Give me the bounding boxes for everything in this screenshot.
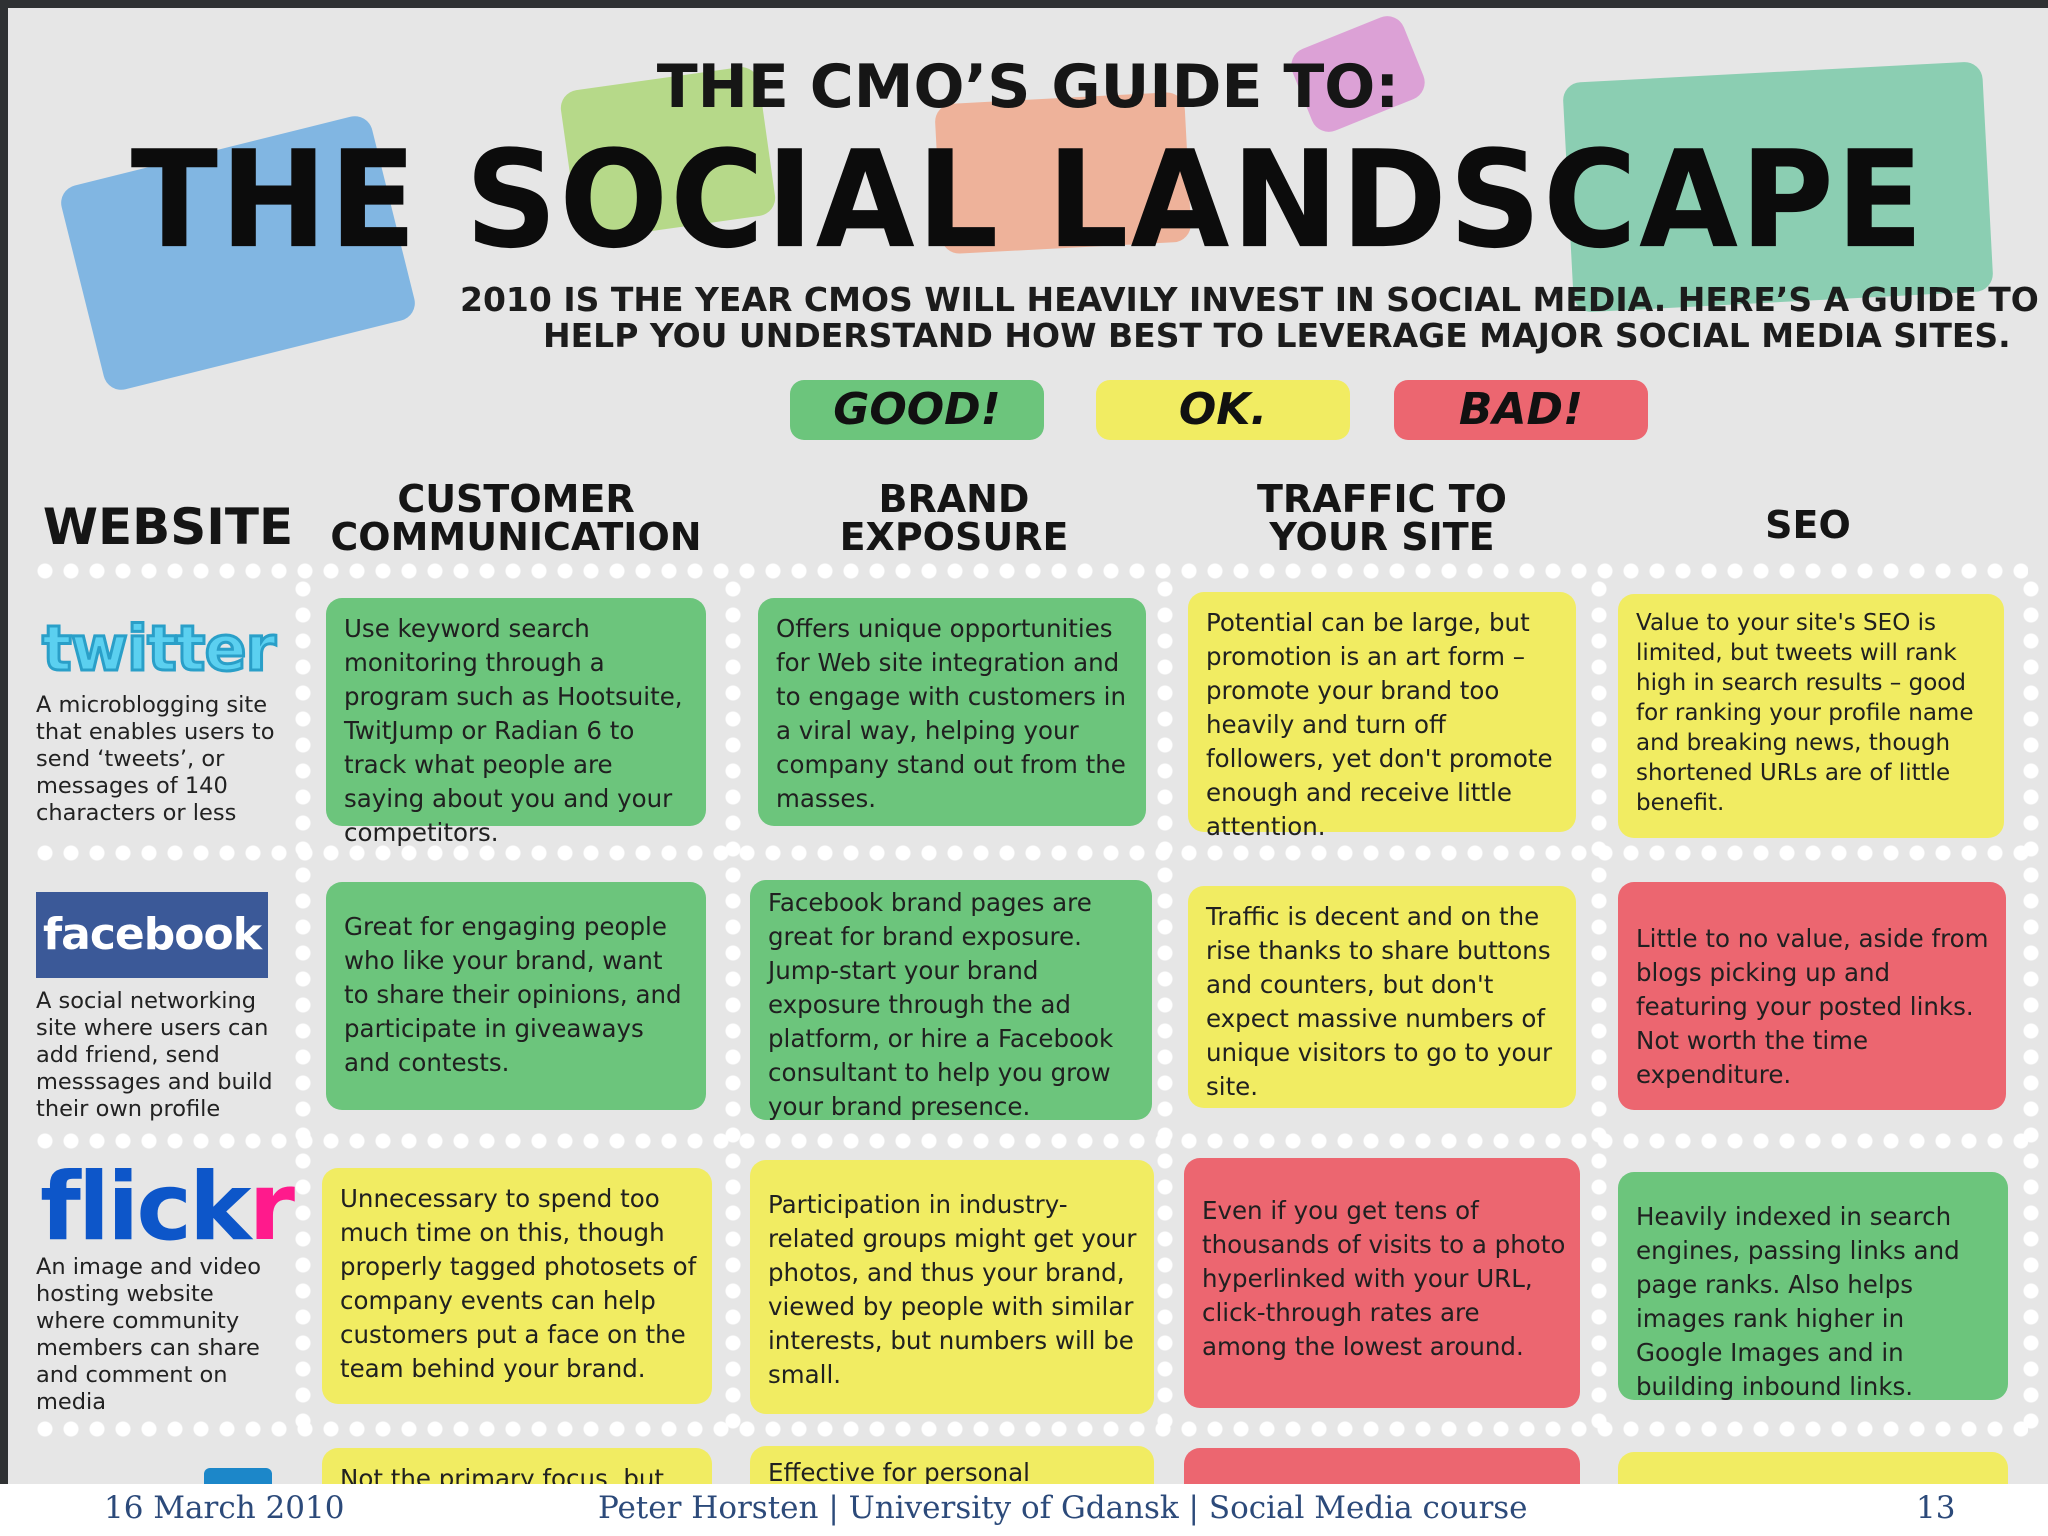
column-header-seo-label: SEO	[1765, 503, 1851, 547]
twitter-seo-cell: Value to your site's SEO is limited, but…	[1618, 594, 2004, 838]
footer-date: 16 March 2010	[104, 1490, 345, 1526]
facebook-logo: facebook	[36, 892, 268, 978]
column-header-customer-communication: CUSTOMER COMMUNICATION	[326, 480, 706, 556]
column-divider	[1156, 576, 1174, 1436]
column-header-brand-line-2: EXPOSURE	[839, 515, 1069, 559]
flickr-customer-communication-cell: Unnecessary to spend too much time on th…	[322, 1168, 712, 1404]
kicker-heading: THE CMO’S GUIDE TO:	[656, 52, 1400, 122]
twitter-customer-communication-cell: Use keyword search monitoring through a …	[326, 598, 706, 847]
column-header-brand-line-1: BRAND	[878, 477, 1030, 521]
flickr-traffic-cell: Even if you get tens of thousands of vis…	[1184, 1158, 1580, 1408]
column-header-traffic-line-2: YOUR SITE	[1269, 515, 1495, 559]
column-header-traffic-line-1: TRAFFIC TO	[1257, 477, 1507, 521]
row-divider	[32, 562, 2028, 580]
twitter-traffic-cell: Potential can be large, but promotion is…	[1188, 592, 1576, 841]
facebook-seo-cell: Little to no value, aside from blogs pic…	[1618, 882, 2006, 1110]
twitter-logo: twitter	[40, 611, 277, 687]
footer-course: Peter Horsten | University of Gdansk | S…	[598, 1490, 1528, 1526]
row-divider	[32, 844, 2028, 862]
column-header-customer-line-1: CUSTOMER	[397, 477, 635, 521]
facebook-traffic-cell: Traffic is decent and on the rise thanks…	[1188, 886, 1576, 1108]
column-divider	[294, 576, 312, 1436]
twitter-description: A microblogging site that enables users …	[36, 692, 275, 826]
column-divider	[724, 576, 742, 1436]
column-header-brand-exposure: BRAND EXPOSURE	[764, 480, 1144, 556]
footer-page-number: 13	[1916, 1490, 1956, 1526]
column-header-website-label: WEBSITE	[42, 498, 294, 556]
flickr-description: An image and video hosting website where…	[36, 1254, 261, 1415]
column-divider	[1590, 576, 1608, 1436]
column-header-website: WEBSITE	[38, 502, 298, 552]
facebook-customer-communication-cell: Great for engaging people who like your …	[326, 882, 706, 1110]
legend-bad: BAD!	[1394, 380, 1648, 440]
subtitle-line-2: HELP YOU UNDERSTAND HOW BEST TO LEVERAGE…	[543, 316, 2011, 355]
row-divider	[32, 1420, 2028, 1438]
column-header-traffic: TRAFFIC TO YOUR SITE	[1192, 480, 1572, 556]
flickr-brand-exposure-cell: Participation in industry-related groups…	[750, 1160, 1154, 1414]
slide-footer: 16 March 2010 Peter Horsten | University…	[0, 1484, 2048, 1536]
flickr-seo-cell: Heavily indexed in search engines, passi…	[1618, 1172, 2008, 1401]
twitter-brand-exposure-cell: Offers unique opportunities for Web site…	[758, 598, 1146, 826]
subtitle-line-1: 2010 IS THE YEAR CMOS WILL HEAVILY INVES…	[460, 280, 2039, 319]
infographic-slide: THE CMO’S GUIDE TO: THE SOCIAL LANDSCAPE…	[8, 8, 2048, 1528]
flickr-logo: flickr	[40, 1158, 295, 1258]
column-divider	[2022, 576, 2040, 1436]
row-divider	[32, 1132, 2028, 1150]
flickr-logo-blue-part: flick	[40, 1153, 252, 1262]
column-header-customer-line-2: COMMUNICATION	[330, 515, 702, 559]
legend-ok: OK.	[1096, 380, 1350, 440]
column-header-seo: SEO	[1618, 506, 1998, 544]
main-title: THE SOCIAL LANDSCAPE	[130, 122, 1926, 279]
facebook-description: A social networking site where users can…	[36, 988, 273, 1122]
flickr-logo-pink-part: r	[248, 1153, 295, 1262]
facebook-brand-exposure-cell: Facebook brand pages are great for brand…	[750, 880, 1152, 1121]
legend-good: GOOD!	[790, 380, 1044, 440]
